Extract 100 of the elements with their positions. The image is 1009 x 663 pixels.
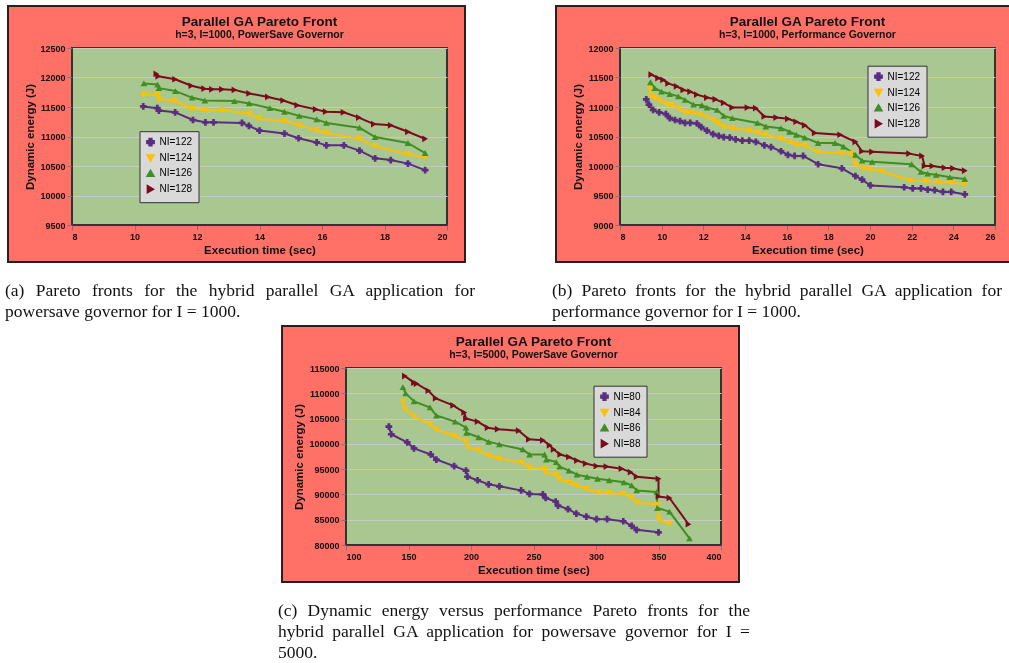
y-tick-label: 10000 [40,191,66,201]
text: (c) Dynamic energy versus performance Pareto fronts for the hybrid parallel GA application for powersave governor for I = 5000. [278,600,750,663]
point [777,147,785,155]
legend-label: NI=126 [887,101,921,113]
point [687,88,694,96]
point [786,138,793,145]
x-tick-label: 16 [317,231,328,242]
text: (a) Pareto fronts for the hybrid parallel GA application for powersave governor for I = 1000. [5,280,475,322]
legend-label: NI=122 [887,70,921,82]
point [761,142,768,149]
point [647,79,654,86]
point [831,140,839,146]
point [720,112,728,119]
point [404,151,412,158]
point [696,111,704,117]
point [188,82,195,90]
legend-label: NI=128 [159,183,193,195]
point [266,105,274,112]
point [924,186,932,193]
point [202,118,209,126]
point [703,127,711,134]
point [814,148,822,155]
y-tick-label: 9000 [593,220,614,231]
point [255,115,262,122]
x-tick-label: 22 [907,231,918,242]
x-tick-label: 18 [379,231,391,242]
point [917,185,925,192]
point [867,182,874,189]
x-tick-label: 14 [740,231,751,242]
point [295,122,303,129]
point [728,125,736,132]
point [728,115,736,122]
point [281,118,288,125]
point [860,165,868,172]
x-tick-label: 8 [620,231,626,242]
point [732,136,739,143]
point [909,185,917,192]
point [931,186,938,194]
point [852,151,859,158]
y-axis-title: Dynamic energy (J) [24,83,37,191]
y-tick-label: 95000 [314,464,340,475]
point [693,120,701,127]
point [869,148,875,156]
point [814,140,822,146]
x-tick-label: 8 [72,231,78,242]
legend-label: NI=124 [887,86,921,98]
point [370,120,377,128]
point [934,179,942,185]
point [686,119,694,127]
chart-title: Parallel GA Pareto Front [729,14,886,29]
point [754,120,761,126]
point [651,85,659,92]
x-tick-label: 20 [865,231,876,242]
point [658,88,665,95]
point [752,104,759,112]
point [961,176,969,182]
point [680,86,687,94]
y-tick-label: 110000 [309,388,340,399]
point [814,160,822,168]
point [356,135,363,142]
point [172,75,179,83]
point [313,139,321,146]
point [171,108,179,116]
point [405,128,411,136]
y-tick-label: 80000 [314,540,340,551]
x-tick-label: 100 [346,551,362,562]
point [690,101,697,108]
point [673,83,680,90]
point [404,160,412,167]
point [786,128,793,135]
point [858,157,866,164]
chart-title: Parallel GA Pareto Front [181,14,338,29]
y-tick-label: 85000 [314,515,340,526]
y-tick-label: 11500 [588,73,614,83]
point [421,150,429,156]
point [355,114,362,121]
x-tick-label: 200 [463,551,480,562]
point [681,109,689,116]
point [356,124,363,131]
point [323,130,330,136]
point [752,138,760,146]
x-tick-label: 300 [588,551,605,562]
point [792,141,800,148]
point [356,147,363,155]
point [946,174,954,181]
point [387,156,395,164]
x-axis-title: Execution time (sec) [204,243,317,256]
point [387,121,394,129]
point [837,131,844,139]
y-tick-label: 11500 [40,102,66,113]
point [745,137,753,144]
legend-label: NI=84 [613,406,641,418]
x-tick-label: 18 [823,231,834,242]
point [811,129,818,137]
chart-subtitle: h=3, I=5000, PowerSave Governor [449,347,618,360]
point [281,130,288,137]
point [422,135,429,143]
point [720,99,727,107]
point [210,118,217,126]
x-tick-label: 150 [401,551,417,562]
